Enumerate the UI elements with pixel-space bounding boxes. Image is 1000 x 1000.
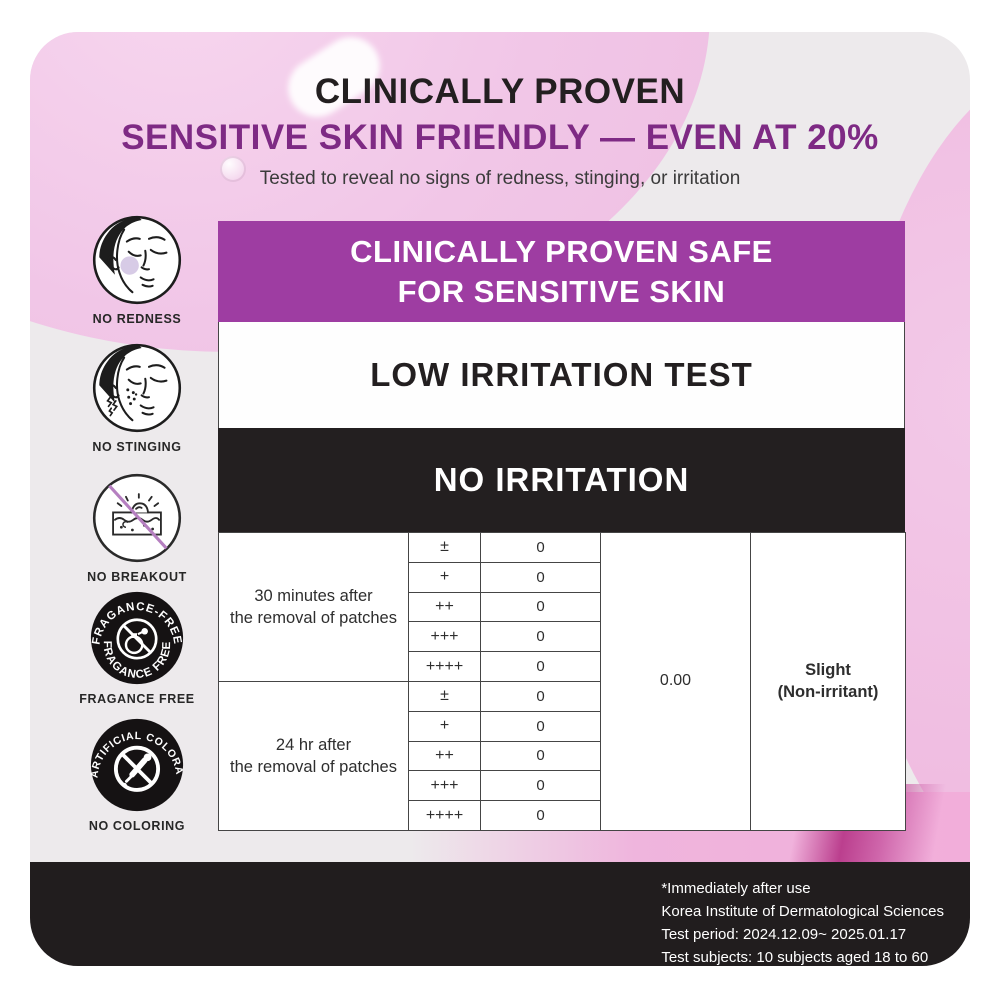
table-row: ++++ 0: [219, 800, 906, 831]
scale-symbol-cell: ±: [408, 532, 481, 563]
sting-dots: [126, 388, 138, 406]
no-breakout-icon: [92, 473, 182, 563]
footer-notes: *Immediately after use Korea Institute o…: [661, 877, 944, 966]
scale-symbol-cell: +++: [408, 621, 481, 653]
headline-purple: SENSITIVE SKIN FRIENDLY — EVEN AT 20%: [121, 118, 879, 157]
count-cell: 0: [480, 561, 601, 593]
footer-note-line: *Immediately after use: [661, 880, 811, 897]
hair: [99, 345, 142, 403]
badge-no-stinging: NO STINGING: [62, 342, 212, 454]
table-row: +++ 0: [219, 621, 906, 653]
slash: [108, 484, 168, 550]
count-cell: 0: [480, 591, 601, 623]
grade-line2: (Non-irritant): [777, 683, 879, 702]
no-redness-face-icon: [92, 215, 182, 305]
dropper-no-sign: [113, 745, 161, 792]
scale-symbol-cell: +++: [408, 770, 481, 802]
count-cell: 0: [480, 740, 601, 772]
timepoint-line2: the removal of patches: [230, 608, 397, 627]
banner-line1: CLINICALLY PROVEN SAFE: [350, 233, 773, 269]
badge-label: NO BREAKOUT: [87, 570, 187, 584]
table-row: ++++ 0: [219, 651, 906, 682]
scale-symbol-cell: +: [408, 561, 481, 593]
timepoint-cell: 24 hr after the removal of patches: [218, 680, 409, 831]
mean-score-cell: 0.00: [600, 532, 751, 831]
timepoint-line1: 24 hr after: [275, 735, 352, 754]
scale-symbol-cell: ±: [408, 680, 481, 712]
count-cell: 0: [480, 532, 601, 563]
blush-spot: [120, 256, 139, 275]
no-artificial-colorants-badge-icon: NO ARTIFICIAL COLORANTS: [89, 717, 185, 812]
badge-label: NO COLORING: [88, 819, 186, 833]
footer-bar: *Immediately after use Korea Institute o…: [30, 862, 970, 966]
hair: [99, 217, 142, 275]
section-title: LOW IRRITATION TEST: [218, 322, 905, 428]
banner-line2: FOR SENSITIVE SKIN: [397, 273, 726, 309]
count-cell: 0: [480, 800, 601, 831]
scale-symbol-cell: +: [408, 710, 481, 742]
footer-note-line: Test subjects: 10 subjects aged 18 to 60: [661, 949, 929, 966]
badge-label: NO STINGING: [92, 440, 182, 454]
headline-subtitle: Tested to reveal no signs of redness, st…: [259, 168, 741, 189]
headline-black: CLINICALLY PROVEN: [314, 72, 686, 111]
scale-symbol-cell: ++++: [408, 651, 481, 682]
footer-note-line: Test period: 2024.12.09~ 2025.01.17: [661, 926, 907, 943]
header: CLINICALLY PROVEN SENSITIVE SKIN FRIENDL…: [30, 32, 970, 190]
count-cell: 0: [480, 680, 601, 712]
count-cell: 0: [480, 651, 601, 682]
results-table: 30 minutes after the removal of patches …: [218, 532, 906, 831]
count-cell: 0: [480, 710, 601, 742]
count-cell: 0: [480, 770, 601, 802]
table-row: 30 minutes after the removal of patches …: [218, 532, 906, 831]
badge-label: NO REDNESS: [92, 312, 182, 326]
scale-symbol-cell: ++: [408, 740, 481, 772]
small-bubble: [220, 156, 246, 182]
count-cell: 0: [480, 621, 601, 653]
result-banner: NO IRRITATION: [218, 428, 905, 532]
perfume-bottle-no-sign: [116, 618, 158, 660]
badge-label: FRAGANCE FREE: [79, 692, 195, 706]
scale-symbol-cell: ++: [408, 591, 481, 623]
fragrance-free-badge-icon: FRAGANCE-FREE FRAGANCE FREE: [91, 591, 184, 685]
table-purple-banner: CLINICALLY PROVEN SAFE FOR SENSITIVE SKI…: [218, 221, 905, 322]
infographic-card: CLINICALLY PROVEN SENSITIVE SKIN FRIENDL…: [30, 32, 970, 966]
no-stinging-face-icon: [92, 343, 182, 433]
clinical-table: CLINICALLY PROVEN SAFE FOR SENSITIVE SKI…: [218, 221, 906, 831]
badge-no-breakout: NO BREAKOUT: [62, 472, 212, 584]
footer-note-line: Korea Institute of Dermatological Scienc…: [661, 903, 944, 920]
timepoint-line1: 30 minutes after: [254, 586, 373, 605]
timepoint-line2: the removal of patches: [230, 757, 397, 776]
badge-fragrance-free: FRAGANCE-FREE FRAGANCE FREE FRAGANCE FRE…: [62, 590, 212, 706]
scale-symbol-cell: ++++: [408, 800, 481, 831]
grade-line1: Slight: [805, 661, 851, 680]
table-row: ++ 0: [219, 740, 906, 772]
badge-no-coloring: NO ARTIFICIAL COLORANTS NO COLORING: [62, 717, 212, 833]
sting-zigzags: [106, 396, 119, 417]
grade-cell: Slight (Non-irritant): [750, 532, 906, 831]
table-row: ++ 0: [219, 591, 906, 623]
badge-no-redness: NO REDNESS: [62, 214, 212, 326]
timepoint-cell: 30 minutes after the removal of patches: [218, 532, 409, 682]
